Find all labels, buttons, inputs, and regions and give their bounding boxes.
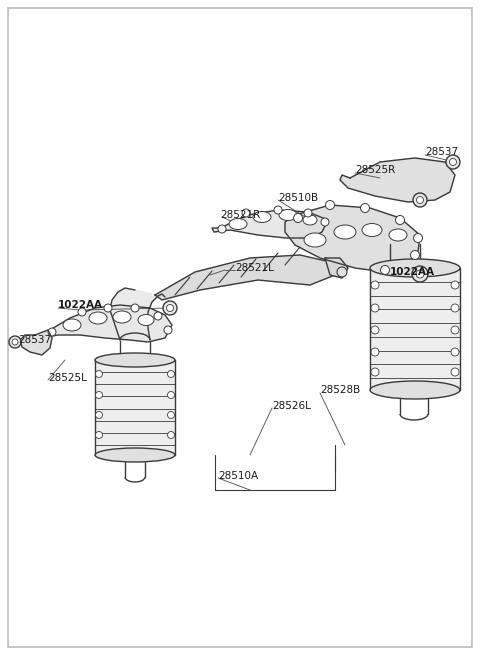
Circle shape <box>360 204 370 212</box>
Circle shape <box>416 270 424 278</box>
Polygon shape <box>20 330 52 355</box>
Circle shape <box>168 371 175 377</box>
Ellipse shape <box>113 311 131 323</box>
Circle shape <box>325 200 335 210</box>
Circle shape <box>412 266 428 282</box>
Circle shape <box>154 312 162 320</box>
Text: 1022AA: 1022AA <box>390 267 435 277</box>
Ellipse shape <box>89 312 107 324</box>
Ellipse shape <box>63 319 81 331</box>
Circle shape <box>131 304 139 312</box>
Text: 28510A: 28510A <box>218 471 258 481</box>
Circle shape <box>413 233 422 242</box>
Circle shape <box>96 392 103 398</box>
Ellipse shape <box>138 314 154 326</box>
Text: 28537: 28537 <box>425 147 458 157</box>
Text: 28528B: 28528B <box>320 385 360 395</box>
Circle shape <box>168 432 175 438</box>
Circle shape <box>304 209 312 217</box>
Circle shape <box>371 304 379 312</box>
Polygon shape <box>340 158 455 202</box>
Circle shape <box>381 265 389 274</box>
Circle shape <box>451 304 459 312</box>
Circle shape <box>396 215 405 225</box>
Circle shape <box>48 328 56 336</box>
Circle shape <box>168 411 175 419</box>
Circle shape <box>451 281 459 289</box>
Polygon shape <box>370 268 460 390</box>
Circle shape <box>451 368 459 376</box>
Circle shape <box>168 392 175 398</box>
Circle shape <box>96 411 103 419</box>
Text: 28526L: 28526L <box>272 401 311 411</box>
Polygon shape <box>212 210 328 238</box>
Circle shape <box>337 267 347 277</box>
Ellipse shape <box>362 223 382 236</box>
Circle shape <box>451 348 459 356</box>
Polygon shape <box>95 360 175 455</box>
Polygon shape <box>38 305 172 345</box>
Circle shape <box>371 368 379 376</box>
Ellipse shape <box>370 381 460 399</box>
Ellipse shape <box>229 219 247 229</box>
Polygon shape <box>110 288 165 340</box>
Circle shape <box>321 218 329 226</box>
Polygon shape <box>325 258 348 278</box>
Circle shape <box>410 250 420 259</box>
Text: 28521R: 28521R <box>220 210 260 220</box>
Circle shape <box>451 326 459 334</box>
Ellipse shape <box>334 225 356 239</box>
Circle shape <box>449 159 456 166</box>
Circle shape <box>78 308 86 316</box>
Text: 28521L: 28521L <box>235 263 274 273</box>
Text: 28525L: 28525L <box>48 373 87 383</box>
Circle shape <box>96 432 103 438</box>
Ellipse shape <box>370 259 460 277</box>
Ellipse shape <box>253 212 271 223</box>
Circle shape <box>163 301 177 315</box>
Circle shape <box>417 196 423 204</box>
Circle shape <box>12 339 18 345</box>
Text: 28537: 28537 <box>18 335 51 345</box>
Circle shape <box>371 326 379 334</box>
Circle shape <box>9 336 21 348</box>
Ellipse shape <box>95 353 175 367</box>
Circle shape <box>104 304 112 312</box>
Circle shape <box>242 209 250 217</box>
Ellipse shape <box>95 448 175 462</box>
Ellipse shape <box>304 233 326 247</box>
Circle shape <box>274 206 282 214</box>
Ellipse shape <box>389 229 407 241</box>
Circle shape <box>96 371 103 377</box>
Text: 28525R: 28525R <box>355 165 395 175</box>
Text: 1022AA: 1022AA <box>58 300 103 310</box>
Circle shape <box>164 326 172 334</box>
Circle shape <box>293 214 302 223</box>
Circle shape <box>446 155 460 169</box>
Circle shape <box>371 281 379 289</box>
Polygon shape <box>285 205 420 272</box>
Ellipse shape <box>279 210 297 221</box>
Polygon shape <box>155 255 335 300</box>
Ellipse shape <box>303 215 317 225</box>
Circle shape <box>218 225 226 233</box>
Circle shape <box>413 193 427 207</box>
Circle shape <box>167 305 173 312</box>
Circle shape <box>371 348 379 356</box>
Text: 28510B: 28510B <box>278 193 318 203</box>
